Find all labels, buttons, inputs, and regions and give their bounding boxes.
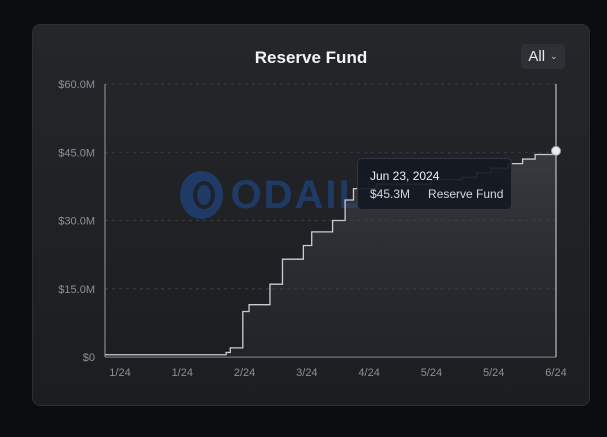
x-tick-label: 1/24 xyxy=(109,367,130,379)
tooltip-value: $45.3M xyxy=(370,187,411,201)
data-tooltip: Jun 23, 2024 $45.3M Reserve Fund xyxy=(357,158,512,210)
x-tick-label: 5/24 xyxy=(421,367,442,379)
y-tick-label: $15.0M xyxy=(58,284,95,296)
y-tick-label: $30.0M xyxy=(58,216,95,228)
x-tick-label: 3/24 xyxy=(296,367,317,379)
x-tick-label: 4/24 xyxy=(358,367,379,379)
y-tick-label: $60.0M xyxy=(58,79,95,91)
y-tick-label: $45.0M xyxy=(58,147,95,159)
tooltip-series-name: Reserve Fund xyxy=(428,187,504,201)
x-tick-label: 1/24 xyxy=(172,367,193,379)
x-tick-label: 2/24 xyxy=(234,367,255,379)
chart-title: Reserve Fund xyxy=(254,48,368,67)
chevron-down-icon: ⌄ xyxy=(550,51,558,61)
tooltip-date: Jun 23, 2024 xyxy=(370,169,440,183)
time-range-dropdown[interactable]: All ⌄ xyxy=(521,44,565,69)
highlighted-point-marker xyxy=(551,145,561,156)
x-tick-label: 6/24 xyxy=(545,367,566,379)
x-axis: 1/24 1/24 2/24 3/24 4/24 5/24 5/24 6/24 xyxy=(109,367,566,379)
y-tick-label: $0 xyxy=(83,352,95,364)
x-tick-label: 5/24 xyxy=(483,367,504,379)
time-range-label: All xyxy=(528,48,546,65)
